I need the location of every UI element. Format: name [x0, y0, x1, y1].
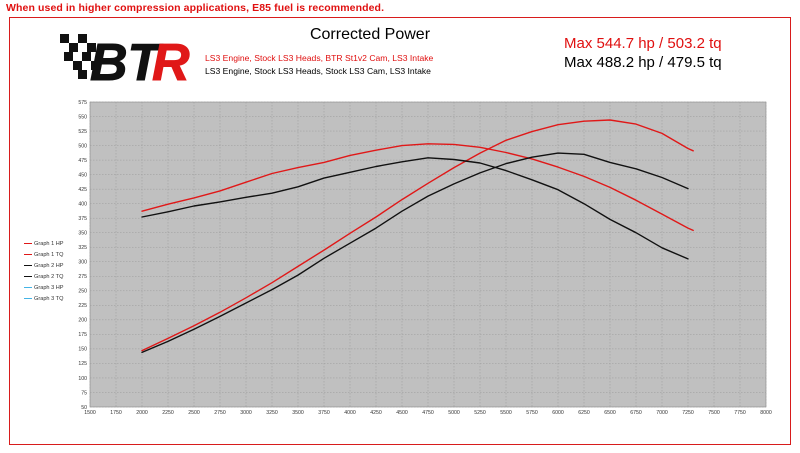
- graph1-description: LS3 Engine, Stock LS3 Heads, BTR St1v2 C…: [205, 53, 434, 63]
- y-tick-label: 450: [78, 172, 87, 178]
- y-tick-label: 475: [78, 158, 87, 164]
- y-tick-label: 50: [81, 405, 87, 411]
- legend-item: Graph 1 TQ: [24, 249, 64, 260]
- y-tick-label: 275: [78, 274, 87, 280]
- graph2-description: LS3 Engine, Stock LS3 Heads, Stock LS3 C…: [205, 66, 431, 76]
- series-line-graph-1-tq: [141, 143, 694, 232]
- legend-swatch: [24, 276, 32, 277]
- legend-swatch: [24, 287, 32, 288]
- x-tick-label: 5500: [500, 410, 512, 416]
- legend-item: Graph 3 HP: [24, 282, 64, 293]
- legend-swatch: [24, 254, 32, 255]
- legend-item: Graph 2 TQ: [24, 271, 64, 282]
- x-tick-label: 7500: [708, 410, 720, 416]
- checkered-flag-icon: [60, 34, 100, 79]
- legend-swatch: [24, 243, 32, 244]
- graph1-max-values: Max 544.7 hp / 503.2 tq: [564, 35, 722, 52]
- y-tick-label: 125: [78, 361, 87, 367]
- legend-label: Graph 2 HP: [34, 262, 64, 269]
- x-tick-label: 3000: [240, 410, 252, 416]
- legend-label: Graph 3 HP: [34, 284, 64, 291]
- x-tick-label: 7000: [656, 410, 668, 416]
- x-tick-label: 5250: [474, 410, 486, 416]
- legend-item: Graph 1 HP: [24, 238, 64, 249]
- y-tick-label: 525: [78, 129, 87, 135]
- x-tick-label: 2750: [214, 410, 226, 416]
- x-tick-label: 7750: [734, 410, 746, 416]
- series-line-graph-1-hp: [141, 119, 694, 352]
- x-tick-label: 3750: [318, 410, 330, 416]
- legend-swatch: [24, 298, 32, 299]
- plot-area: [89, 101, 767, 408]
- x-tick-label: 4000: [344, 410, 356, 416]
- legend-label: Graph 2 TQ: [34, 273, 64, 280]
- x-tick-label: 7250: [682, 410, 694, 416]
- y-tick-label: 300: [78, 260, 87, 266]
- y-tick-label: 225: [78, 303, 87, 309]
- y-tick-label: 550: [78, 114, 87, 120]
- y-tick-label: 250: [78, 289, 87, 295]
- x-tick-label: 5750: [526, 410, 538, 416]
- warning-text: When used in higher compression applicat…: [6, 2, 385, 14]
- legend-label: Graph 1 HP: [34, 240, 64, 247]
- x-tick-label: 2250: [162, 410, 174, 416]
- x-tick-label: 4750: [422, 410, 434, 416]
- x-tick-label: 5000: [448, 410, 460, 416]
- x-tick-label: 3250: [266, 410, 278, 416]
- chart-title: Corrected Power: [309, 26, 431, 43]
- svg-text:BT: BT: [90, 34, 164, 88]
- y-tick-label: 175: [78, 332, 87, 338]
- warning-banner: When used in higher compression applicat…: [0, 0, 800, 18]
- x-tick-label: 6500: [604, 410, 616, 416]
- legend-label: Graph 1 TQ: [34, 251, 64, 258]
- y-tick-label: 350: [78, 231, 87, 237]
- x-tick-label: 2500: [188, 410, 200, 416]
- svg-text:R: R: [152, 34, 190, 88]
- x-tick-label: 6750: [630, 410, 642, 416]
- legend-item: Graph 3 TQ: [24, 293, 64, 304]
- x-tick-label: 2000: [136, 410, 148, 416]
- btr-logo: BT R: [60, 34, 190, 88]
- x-tick-label: 6000: [552, 410, 564, 416]
- y-tick-label: 100: [78, 376, 87, 382]
- legend-item: Graph 2 HP: [24, 260, 64, 271]
- y-tick-label: 150: [78, 347, 87, 353]
- series-line-graph-2-tq: [141, 157, 689, 260]
- chart-legend: Graph 1 HP Graph 1 TQ Graph 2 HP Graph 2 TQ…: [24, 238, 64, 304]
- x-tick-label: 4250: [370, 410, 382, 416]
- legend-label: Graph 3 TQ: [34, 295, 64, 302]
- x-tick-label: 6250: [578, 410, 590, 416]
- y-tick-label: 325: [78, 245, 87, 251]
- y-tick-label: 425: [78, 187, 87, 193]
- graph2-max-values: Max 488.2 hp / 479.5 tq: [564, 54, 722, 71]
- chart-frame: [9, 17, 791, 445]
- legend-swatch: [24, 265, 32, 266]
- y-tick-label: 375: [78, 216, 87, 222]
- y-tick-label: 575: [78, 100, 87, 106]
- y-tick-label: 75: [81, 390, 87, 396]
- x-tick-label: 1750: [110, 410, 122, 416]
- y-tick-label: 500: [78, 143, 87, 149]
- x-tick-label: 1500: [84, 410, 96, 416]
- series-line-graph-2-hp: [141, 152, 689, 354]
- y-tick-label: 200: [78, 318, 87, 324]
- x-tick-label: 8000: [760, 410, 772, 416]
- x-tick-label: 3500: [292, 410, 304, 416]
- x-tick-label: 4500: [396, 410, 408, 416]
- y-tick-label: 400: [78, 201, 87, 207]
